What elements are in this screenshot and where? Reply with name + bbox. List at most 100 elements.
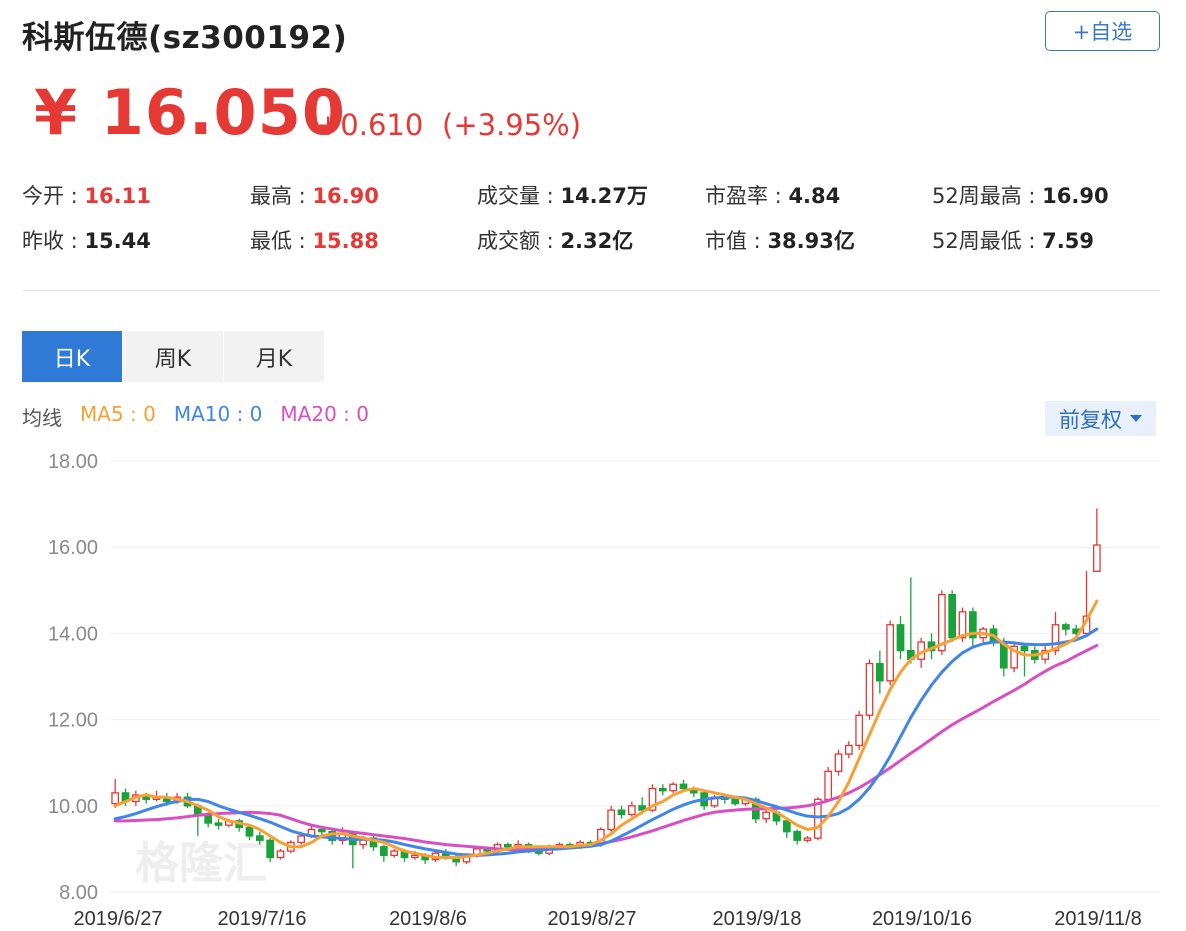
stat-item: 成交额 : 2.32亿 xyxy=(477,225,633,255)
stat-value: 16.90 xyxy=(312,184,379,208)
x-tick-label: 2019/6/27 xyxy=(74,908,163,930)
candle-body xyxy=(245,826,254,837)
stat-value: 15.88 xyxy=(312,229,379,253)
candle-body xyxy=(896,624,905,652)
stat-label: 成交量 : xyxy=(477,184,561,208)
divider xyxy=(22,290,1160,291)
watermark-logo: 格隆汇 xyxy=(135,838,267,889)
candle-body xyxy=(627,805,636,816)
price-change: +0.610 xyxy=(316,108,424,142)
candle-body xyxy=(793,831,802,841)
candle-body xyxy=(276,850,285,859)
y-tick-label: 8.00 xyxy=(59,882,98,904)
stat-label: 最低 : xyxy=(250,229,313,253)
stat-value: 7.59 xyxy=(1042,229,1094,253)
stat-item: 最高 : 16.90 xyxy=(250,180,379,210)
candle-body xyxy=(1061,624,1070,630)
candle-body xyxy=(803,837,812,841)
stat-label: 最高 : xyxy=(250,184,313,208)
candle-body xyxy=(855,714,864,747)
stat-label: 成交额 : xyxy=(477,229,561,253)
candle-body xyxy=(679,783,688,790)
stat-item: 成交量 : 14.27万 xyxy=(477,180,648,210)
stat-label: 今开 : xyxy=(22,184,85,208)
candle-body xyxy=(886,624,895,682)
candle-body xyxy=(948,593,957,639)
candlestick-chart: 8.00 10.00 12.00 14.00 16.00 18.00 格隆汇 2019/6/2… xyxy=(48,451,1160,930)
tab-day-k[interactable]: 日K xyxy=(22,331,122,382)
candle-body xyxy=(1020,645,1029,652)
ma20-legend: MA20 : 0 xyxy=(280,402,369,426)
x-tick-label: 2019/11/8 xyxy=(1054,908,1142,930)
stat-item: 52周最低 : 7.59 xyxy=(932,225,1094,255)
ma5-legend: MA5 : 0 xyxy=(80,402,156,426)
candle-body xyxy=(1051,624,1060,652)
stat-value: 4.84 xyxy=(788,184,841,208)
tab-month-k[interactable]: 月K xyxy=(224,331,324,382)
candle-body xyxy=(968,611,977,639)
ma10-legend: MA10 : 0 xyxy=(173,402,263,426)
candle-body xyxy=(824,770,833,800)
candle-body xyxy=(648,787,657,811)
candle-body xyxy=(834,753,843,772)
stat-item: 昨收 : 15.44 xyxy=(22,225,151,255)
candle-body xyxy=(638,805,647,811)
y-tick-label: 14.00 xyxy=(48,623,98,645)
x-tick-label: 2019/7/16 xyxy=(218,908,307,930)
ma10-line xyxy=(113,627,1099,857)
y-tick-label: 12.00 xyxy=(48,710,98,732)
y-tick-label: 10.00 xyxy=(48,796,98,818)
stat-value: 14.27万 xyxy=(560,184,648,208)
stat-label: 市盈率 : xyxy=(705,184,789,208)
x-tick-label: 2019/10/16 xyxy=(872,908,972,930)
stat-item: 市值 : 38.93亿 xyxy=(705,225,855,255)
candle-body xyxy=(607,809,616,831)
stat-item: 最低 : 15.88 xyxy=(250,225,379,255)
candle-body xyxy=(111,792,120,805)
current-price: ¥ 16.050 xyxy=(34,76,346,149)
stat-value: 15.44 xyxy=(84,229,151,253)
candle-body xyxy=(617,809,626,816)
candle-body xyxy=(1092,544,1101,572)
x-tick-label: 2019/9/18 xyxy=(713,908,802,930)
candle-body xyxy=(731,798,740,805)
candle-body xyxy=(503,843,512,848)
y-tick-label: 16.00 xyxy=(48,537,98,559)
stat-label: 昨收 : xyxy=(22,229,85,253)
candle-body xyxy=(214,822,223,826)
stat-value: 38.93亿 xyxy=(767,229,855,253)
period-tabs: 日K 周K 月K xyxy=(22,331,325,382)
x-tick-label: 2019/8/6 xyxy=(389,908,467,930)
candle-body xyxy=(658,787,667,792)
tab-week-k[interactable]: 周K xyxy=(123,331,223,382)
candle-body xyxy=(844,744,853,755)
ma-legend-prefix: 均线 xyxy=(22,406,62,430)
stat-item: 今开 : 16.11 xyxy=(22,180,151,210)
y-tick-label: 18.00 xyxy=(48,451,98,473)
candle-body xyxy=(266,839,275,859)
add-watchlist-button[interactable]: +自选 xyxy=(1045,11,1160,51)
ma5-line xyxy=(113,599,1099,860)
candle-body xyxy=(390,850,399,857)
stat-item: 市盈率 : 4.84 xyxy=(705,180,840,210)
candle-body xyxy=(669,783,678,792)
stat-value: 2.32亿 xyxy=(560,229,634,253)
stat-label: 52周最高 : xyxy=(932,184,1043,208)
candle-body xyxy=(410,854,419,859)
stat-value: 16.11 xyxy=(84,184,151,208)
price-change-percent: (+3.95%) xyxy=(442,108,582,142)
candle-body xyxy=(782,820,791,833)
candle-body xyxy=(1010,645,1019,669)
price-adjust-label: 前复权 xyxy=(1059,407,1122,432)
candle-body xyxy=(255,835,264,841)
stock-title: 科斯伍德(sz300192) xyxy=(22,20,348,56)
caret-down-icon xyxy=(1130,415,1142,422)
x-tick-label: 2019/8/27 xyxy=(548,908,637,930)
candle-body xyxy=(865,662,874,716)
stat-label: 市值 : xyxy=(705,229,768,253)
candle-body xyxy=(317,828,326,833)
price-adjust-dropdown[interactable]: 前复权 xyxy=(1045,401,1156,436)
stat-item: 52周最高 : 16.90 xyxy=(932,180,1109,210)
candle-body xyxy=(875,662,884,682)
candle-body xyxy=(379,846,388,857)
